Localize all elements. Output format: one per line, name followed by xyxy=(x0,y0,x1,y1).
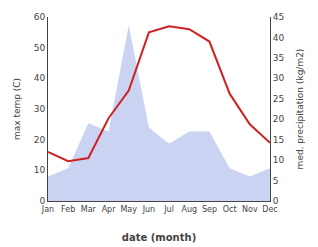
svg-text:10: 10 xyxy=(273,155,285,165)
svg-text:40: 40 xyxy=(273,33,285,43)
svg-text:25: 25 xyxy=(273,94,284,104)
svg-text:0: 0 xyxy=(39,196,45,206)
svg-text:Sep: Sep xyxy=(202,205,217,214)
svg-text:Feb: Feb xyxy=(61,205,75,214)
svg-text:45: 45 xyxy=(273,12,284,22)
svg-text:max temp (C): max temp (C) xyxy=(12,78,22,140)
svg-text:Apr: Apr xyxy=(102,205,117,214)
svg-text:Nov: Nov xyxy=(242,205,258,214)
svg-text:60: 60 xyxy=(34,12,46,22)
svg-text:May: May xyxy=(120,205,137,214)
svg-text:Aug: Aug xyxy=(181,205,197,214)
svg-text:10: 10 xyxy=(34,165,46,175)
svg-text:40: 40 xyxy=(34,73,46,83)
svg-text:Jul: Jul xyxy=(163,205,174,214)
svg-text:30: 30 xyxy=(273,73,285,83)
svg-text:date (month): date (month) xyxy=(122,232,196,243)
svg-text:Dec: Dec xyxy=(262,205,277,214)
svg-text:35: 35 xyxy=(273,53,284,63)
svg-text:15: 15 xyxy=(273,135,284,145)
svg-text:20: 20 xyxy=(34,135,46,145)
svg-text:0: 0 xyxy=(273,196,279,206)
svg-text:Mar: Mar xyxy=(81,205,97,214)
svg-text:Jun: Jun xyxy=(142,205,156,214)
svg-text:Oct: Oct xyxy=(223,205,237,214)
svg-text:5: 5 xyxy=(273,176,279,186)
svg-text:50: 50 xyxy=(34,43,46,53)
svg-text:20: 20 xyxy=(273,114,285,124)
svg-text:Jan: Jan xyxy=(41,205,54,214)
svg-text:med. precipitation (kg/m2): med. precipitation (kg/m2) xyxy=(295,49,305,170)
svg-text:30: 30 xyxy=(34,104,46,114)
